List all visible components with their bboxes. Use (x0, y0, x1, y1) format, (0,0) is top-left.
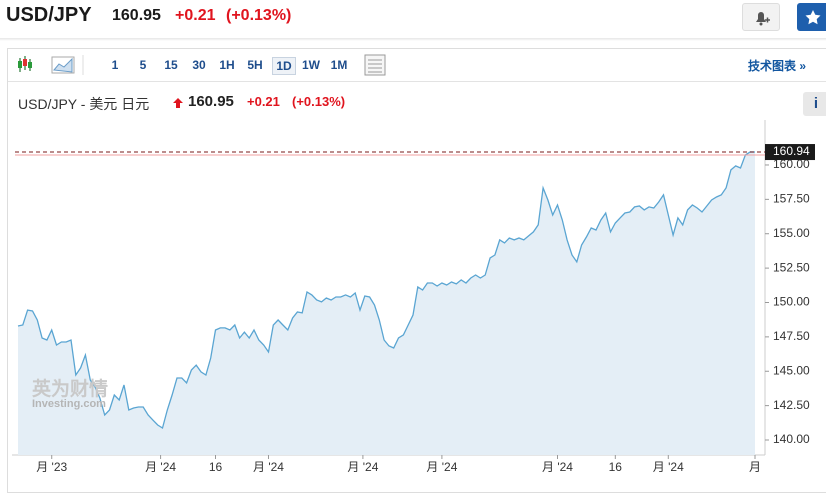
info-button[interactable]: i (803, 92, 826, 116)
y-tick-label: 145.00 (773, 363, 810, 377)
interval-button[interactable]: 15 (164, 58, 178, 72)
line (17, 151, 756, 430)
y-tick-label: 147.50 (773, 329, 810, 343)
y-tick-label: 150.00 (773, 295, 810, 309)
y-tick-label: 160.00 (773, 157, 810, 171)
interval-button[interactable]: 5H (247, 58, 263, 72)
legend-change-pct: (+0.13%) (292, 94, 346, 109)
x-tick-label: 月 '24 (347, 460, 378, 474)
x-tick-label: 月 '24 (253, 460, 284, 474)
chart-type-icons (18, 55, 84, 75)
price: 160.95 (112, 7, 161, 24)
x-tick-label: 月 '24 (145, 460, 176, 474)
watermark-cn: 英为财情 (32, 379, 109, 400)
y-tick-label: 140.00 (773, 432, 810, 446)
advanced-chart-link[interactable]: 技术图表 » (747, 59, 806, 73)
x-tick-label: 月 '24 (542, 460, 573, 474)
last-price-box (765, 144, 815, 161)
bell-icon (756, 12, 770, 26)
star-icon (805, 10, 821, 25)
y-tick-label: 152.50 (773, 260, 810, 274)
watermark: 英为财情 Investing.com (32, 379, 109, 411)
last-price-label: 160.94 (773, 144, 810, 158)
change-pct: (+0.13%) (226, 7, 292, 24)
area (18, 151, 755, 455)
change: +0.21 (175, 7, 216, 24)
y-tick-label: 155.00 (773, 226, 810, 240)
x-tick-label: 月 (749, 460, 761, 474)
interval-button[interactable]: 5 (139, 58, 147, 72)
interval-button[interactable]: 1H (219, 58, 235, 72)
x-tick-label: 月 '24 (653, 460, 684, 474)
interval-button[interactable]: 1W (302, 58, 320, 72)
interval-button[interactable]: 1 (111, 58, 119, 72)
interval-button[interactable]: 1M (330, 58, 348, 72)
legend-change: +0.21 (247, 94, 280, 109)
alert-button[interactable] (742, 3, 780, 31)
interval-button[interactable]: 1D (272, 57, 296, 75)
x-tick-label: 月 '23 (36, 460, 67, 474)
watermark-en: Investing.com (32, 398, 106, 410)
interval-button[interactable]: 30 (192, 58, 206, 72)
legend-name: USD/JPY - 美元 日元 (18, 96, 150, 112)
separator (0, 38, 826, 41)
x-tick-label: 月 '24 (426, 460, 457, 474)
x-tick-label: 16 (209, 460, 223, 474)
x-tick-label: 16 (609, 460, 623, 474)
symbol: USD/JPY (6, 4, 92, 26)
legend-price: 160.95 (188, 93, 234, 110)
watchlist-button[interactable] (797, 3, 826, 31)
toolbar: 1 5 15 30 1H 5H 1D 1W 1M (8, 49, 826, 82)
y-tick-label: 142.50 (773, 398, 810, 412)
y-tick-label: 157.50 (773, 192, 810, 206)
